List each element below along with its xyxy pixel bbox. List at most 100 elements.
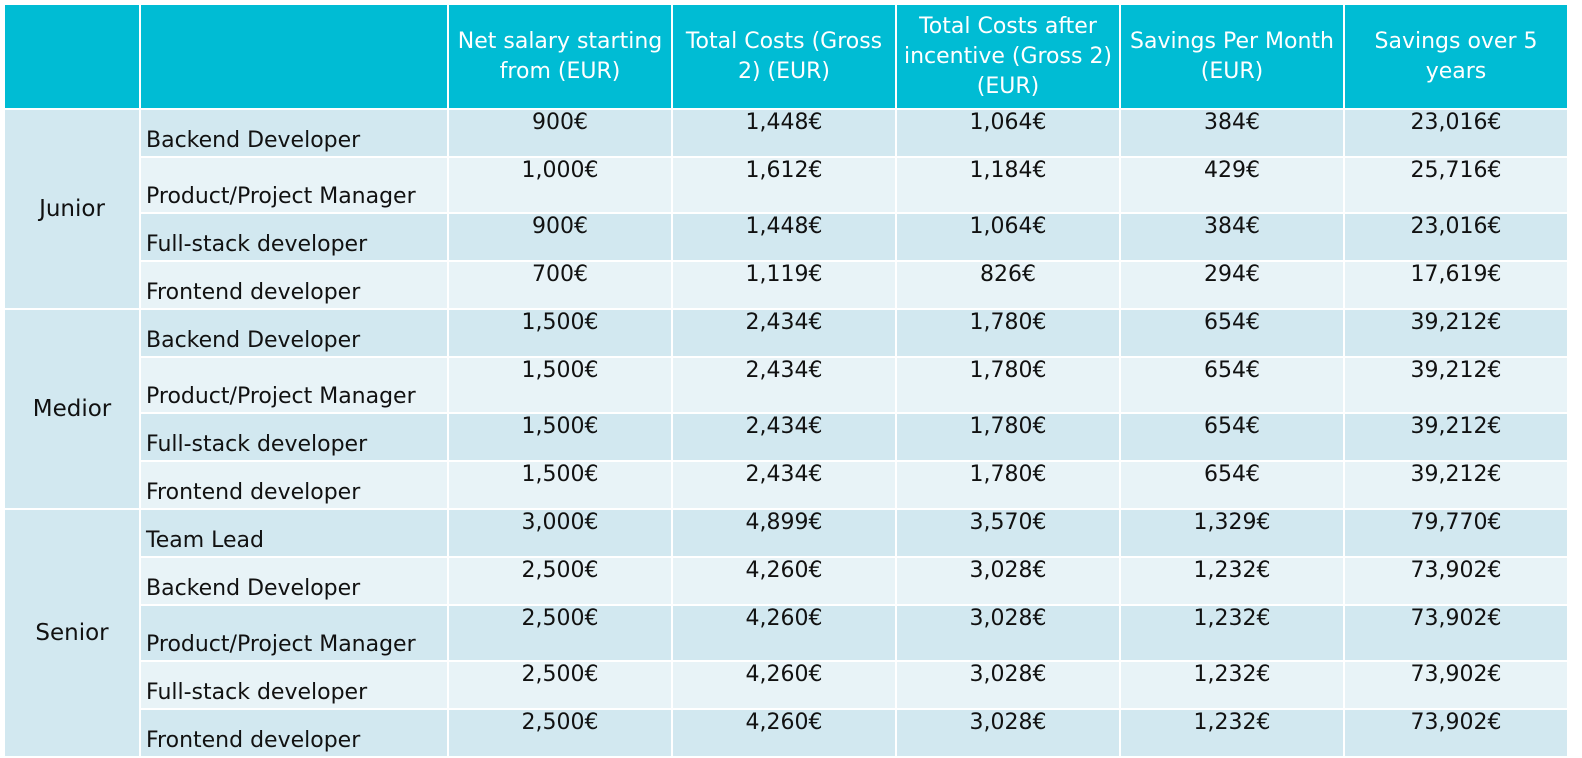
table-row: Full-stack developer 1,500€ 2,434€ 1,780€ 65… bbox=[5, 414, 1567, 460]
total-costs-cell: 4,899€ bbox=[673, 510, 895, 556]
savings-five-years-cell: 73,902€ bbox=[1345, 558, 1567, 604]
role-cell: Full-stack developer bbox=[141, 214, 447, 260]
total-after-incentive-cell: 3,570€ bbox=[897, 510, 1119, 556]
savings-month-cell: 1,232€ bbox=[1121, 558, 1343, 604]
savings-month-cell: 384€ bbox=[1121, 110, 1343, 156]
savings-month-cell: 384€ bbox=[1121, 214, 1343, 260]
table-row: Full-stack developer 2,500€ 4,260€ 3,028€ 1,… bbox=[5, 662, 1567, 708]
total-after-incentive-cell: 3,028€ bbox=[897, 558, 1119, 604]
role-cell: Frontend developer bbox=[141, 462, 447, 508]
role-cell: Frontend developer bbox=[141, 710, 447, 756]
savings-month-cell: 429€ bbox=[1121, 158, 1343, 212]
savings-five-years-cell: 23,016€ bbox=[1345, 110, 1567, 156]
header-cell-role bbox=[141, 5, 447, 108]
net-salary-cell: 2,500€ bbox=[449, 558, 671, 604]
level-cell-junior: Junior bbox=[5, 110, 139, 308]
total-after-incentive-cell: 1,064€ bbox=[897, 214, 1119, 260]
table-row: Frontend developer 1,500€ 2,434€ 1,780€ 654€… bbox=[5, 462, 1567, 508]
net-salary-cell: 1,500€ bbox=[449, 310, 671, 356]
role-cell: Team Lead bbox=[141, 510, 447, 556]
savings-five-years-cell: 73,902€ bbox=[1345, 710, 1567, 756]
total-after-incentive-cell: 1,780€ bbox=[897, 358, 1119, 412]
total-after-incentive-cell: 1,064€ bbox=[897, 110, 1119, 156]
total-after-incentive-cell: 1,780€ bbox=[897, 310, 1119, 356]
role-cell: Product/Project Manager bbox=[141, 358, 447, 412]
net-salary-cell: 2,500€ bbox=[449, 606, 671, 660]
savings-month-cell: 1,232€ bbox=[1121, 606, 1343, 660]
total-costs-cell: 1,119€ bbox=[673, 262, 895, 308]
role-cell: Full-stack developer bbox=[141, 662, 447, 708]
savings-month-cell: 654€ bbox=[1121, 462, 1343, 508]
net-salary-cell: 2,500€ bbox=[449, 662, 671, 708]
salary-comparison-table-container: Net salary starting from (EUR) Total Cos… bbox=[5, 5, 1567, 756]
table-body: Junior Backend Developer 900€ 1,448€ 1,064€ 3… bbox=[5, 110, 1567, 756]
role-cell: Full-stack developer bbox=[141, 414, 447, 460]
net-salary-cell: 2,500€ bbox=[449, 710, 671, 756]
table-row: Medior Backend Developer 1,500€ 2,434€ 1,780… bbox=[5, 310, 1567, 508]
table-row: Product/Project Manager 1,000€ 1,612€ 1,184… bbox=[5, 158, 1567, 212]
savings-five-years-cell: 25,716€ bbox=[1345, 158, 1567, 212]
header-total-costs-after-incentive: Total Costs after incentive (Gross 2) (E… bbox=[897, 5, 1119, 108]
total-after-incentive-cell: 1,780€ bbox=[897, 414, 1119, 460]
header-total-costs: Total Costs (Gross 2) (EUR) bbox=[673, 5, 895, 108]
total-costs-cell: 4,260€ bbox=[673, 606, 895, 660]
net-salary-cell: 1,500€ bbox=[449, 414, 671, 460]
table-row: Frontend developer 2,500€ 4,260€ 3,028€ 1,23… bbox=[5, 710, 1567, 756]
net-salary-cell: 1,500€ bbox=[449, 462, 671, 508]
total-after-incentive-cell: 1,780€ bbox=[897, 462, 1119, 508]
table-row: Junior Backend Developer 900€ 1,448€ 1,064€ 3… bbox=[5, 110, 1567, 308]
savings-five-years-cell: 39,212€ bbox=[1345, 462, 1567, 508]
header-savings-per-month: Savings Per Month (EUR) bbox=[1121, 5, 1343, 108]
total-costs-cell: 2,434€ bbox=[673, 310, 895, 356]
savings-month-cell: 294€ bbox=[1121, 262, 1343, 308]
savings-five-years-cell: 39,212€ bbox=[1345, 310, 1567, 356]
savings-five-years-cell: 39,212€ bbox=[1345, 414, 1567, 460]
savings-month-cell: 1,232€ bbox=[1121, 710, 1343, 756]
role-cell: Backend Developer bbox=[141, 310, 447, 356]
savings-five-years-cell: 73,902€ bbox=[1345, 662, 1567, 708]
total-costs-cell: 2,434€ bbox=[673, 462, 895, 508]
net-salary-cell: 700€ bbox=[449, 262, 671, 308]
total-costs-cell: 2,434€ bbox=[673, 414, 895, 460]
header-row: Net salary starting from (EUR) Total Cos… bbox=[5, 5, 1567, 108]
net-salary-cell: 3,000€ bbox=[449, 510, 671, 556]
table-row: Senior Team Lead 3,000€ 4,899€ 3,570€ 1,329€ 7… bbox=[5, 510, 1567, 756]
total-after-incentive-cell: 3,028€ bbox=[897, 606, 1119, 660]
savings-month-cell: 654€ bbox=[1121, 310, 1343, 356]
header-net-salary: Net salary starting from (EUR) bbox=[449, 5, 671, 108]
total-costs-cell: 1,612€ bbox=[673, 158, 895, 212]
table-row: Product/Project Manager 2,500€ 4,260€ 3,028… bbox=[5, 606, 1567, 660]
total-costs-cell: 4,260€ bbox=[673, 710, 895, 756]
net-salary-cell: 900€ bbox=[449, 214, 671, 260]
savings-month-cell: 1,232€ bbox=[1121, 662, 1343, 708]
net-salary-cell: 1,000€ bbox=[449, 158, 671, 212]
role-cell: Product/Project Manager bbox=[141, 158, 447, 212]
total-after-incentive-cell: 1,184€ bbox=[897, 158, 1119, 212]
total-costs-cell: 1,448€ bbox=[673, 214, 895, 260]
savings-five-years-cell: 39,212€ bbox=[1345, 358, 1567, 412]
role-cell: Product/Project Manager bbox=[141, 606, 447, 660]
header-savings-five-years: Savings over 5 years bbox=[1345, 5, 1567, 108]
total-costs-cell: 4,260€ bbox=[673, 558, 895, 604]
savings-five-years-cell: 23,016€ bbox=[1345, 214, 1567, 260]
savings-five-years-cell: 79,770€ bbox=[1345, 510, 1567, 556]
savings-five-years-cell: 73,902€ bbox=[1345, 606, 1567, 660]
total-costs-cell: 4,260€ bbox=[673, 662, 895, 708]
table-row: Product/Project Manager 1,500€ 2,434€ 1,780… bbox=[5, 358, 1567, 412]
role-cell: Backend Developer bbox=[141, 110, 447, 156]
level-cell-senior: Senior bbox=[5, 510, 139, 756]
total-costs-cell: 1,448€ bbox=[673, 110, 895, 156]
table-row: Full-stack developer 900€ 1,448€ 1,064€ 384€… bbox=[5, 214, 1567, 260]
total-costs-cell: 2,434€ bbox=[673, 358, 895, 412]
total-after-incentive-cell: 3,028€ bbox=[897, 710, 1119, 756]
savings-five-years-cell: 17,619€ bbox=[1345, 262, 1567, 308]
savings-month-cell: 654€ bbox=[1121, 358, 1343, 412]
role-cell: Backend Developer bbox=[141, 558, 447, 604]
table-row: Backend Developer 2,500€ 4,260€ 3,028€ 1,232… bbox=[5, 558, 1567, 604]
level-cell-medior: Medior bbox=[5, 310, 139, 508]
total-after-incentive-cell: 3,028€ bbox=[897, 662, 1119, 708]
role-cell: Frontend developer bbox=[141, 262, 447, 308]
table-row: Frontend developer 700€ 1,119€ 826€ 294€ 17,6… bbox=[5, 262, 1567, 308]
net-salary-cell: 900€ bbox=[449, 110, 671, 156]
savings-month-cell: 654€ bbox=[1121, 414, 1343, 460]
